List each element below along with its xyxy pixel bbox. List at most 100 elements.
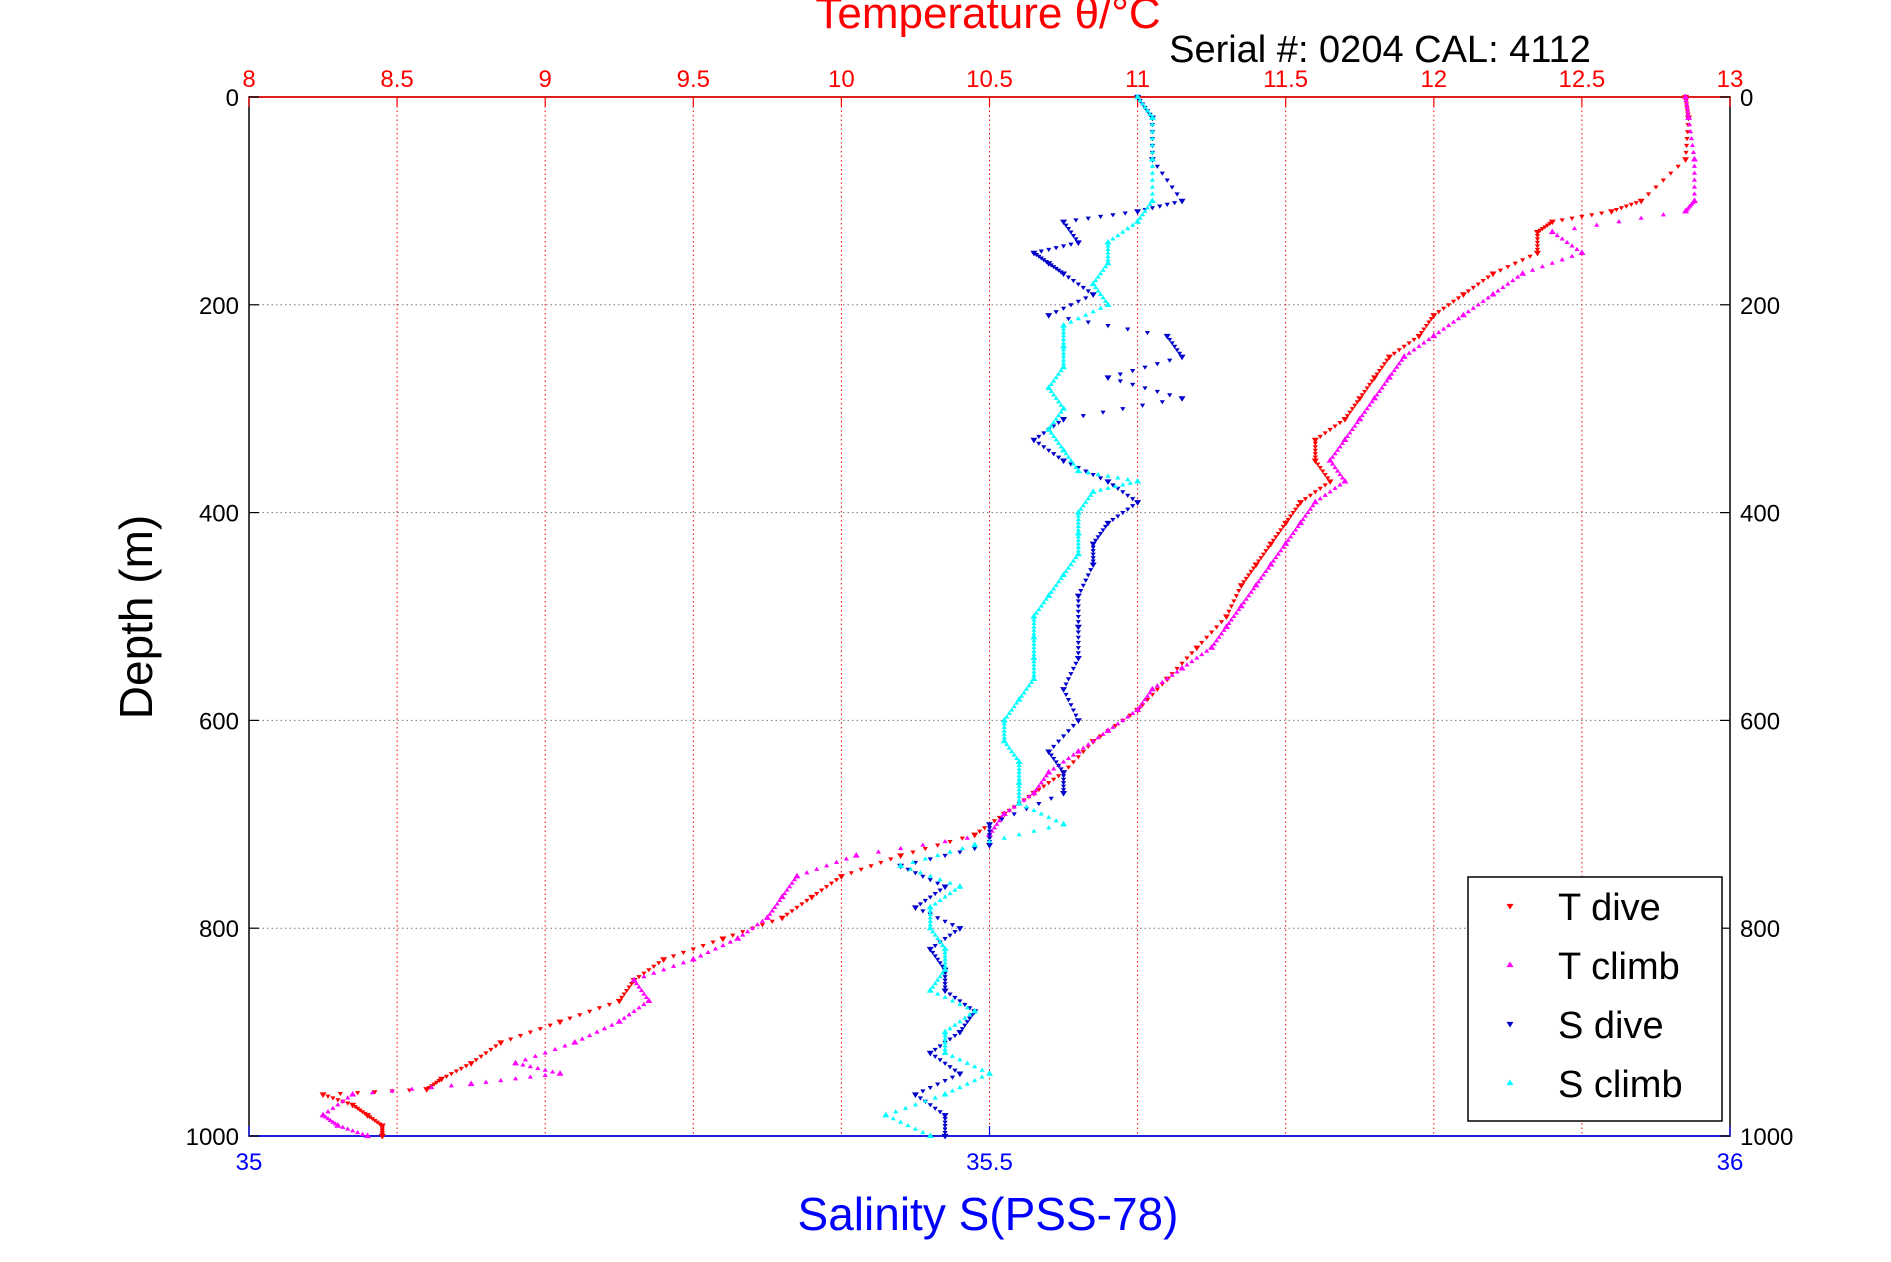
s-dive-trace-point	[1083, 296, 1089, 301]
s-climb-trace-point	[1053, 374, 1059, 380]
t-dive-trace-point	[1683, 143, 1690, 149]
s-dive-trace-point	[1139, 403, 1146, 408]
s-climb-point	[1045, 425, 1053, 432]
s-dive-trace-point	[942, 1117, 948, 1122]
t-dive-trace-point	[1270, 538, 1276, 543]
s-dive-point	[1060, 791, 1068, 797]
t-dive-trace-point	[1344, 414, 1351, 419]
s-climb-trace-point	[932, 1095, 938, 1100]
s-dive-trace-point	[1117, 372, 1123, 377]
s-dive-trace-point	[1075, 599, 1081, 604]
s-dive-trace-point	[1038, 249, 1044, 254]
s-climb-trace-point	[964, 1060, 970, 1065]
s-climb-trace-point	[1031, 645, 1037, 650]
s-climb-trace-point	[890, 1116, 896, 1121]
t-climb-trace-point	[843, 856, 849, 861]
s-climb-trace-point	[1031, 631, 1037, 636]
t-dive-trace-point	[367, 1115, 373, 1120]
t-climb-trace-point	[1310, 503, 1316, 508]
t-climb-trace-point	[791, 877, 798, 882]
s-dive-trace-point	[1033, 253, 1039, 258]
t-climb-trace-point	[1265, 565, 1272, 570]
s-dive-trace-point	[1102, 524, 1109, 530]
s-dive-trace-point	[1130, 504, 1136, 509]
s-climb-point	[1089, 280, 1097, 287]
t-climb-point	[1000, 810, 1008, 817]
s-climb-trace-point	[898, 1119, 904, 1124]
t-dive-trace-point	[1362, 389, 1368, 394]
s-dive-point	[911, 1092, 919, 1098]
t-climb-trace-point	[1616, 219, 1622, 224]
s-dive-trace-point	[1056, 268, 1062, 273]
t-dive-trace-point	[1320, 469, 1326, 474]
t-climb-trace-point	[542, 1072, 548, 1077]
t-climb-point	[1148, 685, 1156, 692]
s-dive-trace-point	[1130, 382, 1136, 388]
t-dive-point	[1415, 333, 1423, 340]
t-climb-point	[363, 1132, 371, 1139]
t-climb-trace-point	[638, 987, 645, 993]
t-dive-trace-point	[1423, 324, 1429, 329]
s-climb-trace-point	[964, 1005, 970, 1010]
t-climb-trace-point	[429, 1084, 435, 1090]
s-climb-trace-point	[1016, 793, 1022, 799]
s-climb-point	[1060, 363, 1068, 370]
s-climb-trace-point	[1137, 215, 1143, 220]
t-dive-trace-point	[1381, 362, 1388, 367]
t-climb-trace-point	[1164, 676, 1170, 681]
s-climb-trace-point	[927, 873, 933, 878]
s-dive-trace-point	[1053, 310, 1059, 315]
s-dive-trace-point	[1085, 216, 1091, 221]
s-climb-trace-point	[957, 1084, 963, 1090]
t-climb-point	[1326, 457, 1334, 463]
s-climb-trace-point	[1083, 312, 1089, 317]
s-dive-trace-point	[937, 888, 943, 893]
t-climb-trace-point	[920, 842, 926, 847]
t-dive-point	[1252, 562, 1260, 569]
t-climb-trace-point	[1280, 544, 1286, 549]
t-dive-trace-point	[369, 1117, 376, 1122]
t-climb-trace-point	[520, 1062, 526, 1067]
t-dive-trace-point	[547, 1023, 553, 1028]
s-dive-trace-point	[1063, 692, 1069, 698]
t-dive-trace-point	[1359, 393, 1365, 398]
s-climb-trace-point	[902, 1105, 909, 1110]
s-dive-trace-point	[952, 995, 958, 1001]
t-dive-trace-point	[1251, 566, 1257, 571]
s-climb-trace-point	[1063, 568, 1069, 574]
t-climb-trace-point	[1169, 672, 1175, 677]
s-climb-point	[1074, 550, 1082, 557]
t-climb-trace-point	[1411, 347, 1417, 352]
t-dive-trace-point	[1470, 285, 1476, 291]
s-climb-trace-point	[1149, 135, 1156, 141]
s-dive-trace-point	[927, 895, 933, 900]
t-climb-trace-point	[1569, 253, 1575, 258]
temperature-tick-label: 11	[1125, 66, 1150, 93]
temperature-tick-label: 10.5	[966, 66, 1013, 93]
t-climb-trace-point	[335, 1102, 341, 1107]
t-climb-trace-point	[1347, 430, 1353, 435]
s-dive-trace-point	[1070, 278, 1077, 284]
s-dive-trace-point	[1073, 237, 1079, 242]
t-climb-trace-point	[1529, 267, 1536, 272]
s-dive-trace-point	[1063, 223, 1069, 228]
t-climb-trace-point	[1300, 516, 1306, 522]
t-dive-trace-point	[1645, 192, 1652, 197]
temperature-tick-label: 9.5	[677, 66, 710, 93]
t-climb-trace-point	[1441, 326, 1447, 331]
s-climb-trace-point	[1149, 184, 1156, 189]
t-dive-trace-point	[463, 1064, 469, 1069]
s-dive-trace-point	[932, 892, 938, 897]
t-climb-trace-point	[1384, 378, 1390, 383]
s-dive-point	[1060, 770, 1068, 776]
t-dive-point	[1385, 354, 1393, 361]
t-dive-trace-point	[436, 1079, 442, 1084]
t-dive-trace-point	[624, 988, 630, 994]
t-dive-trace-point	[1322, 483, 1328, 488]
s-climb-trace-point	[1060, 357, 1067, 362]
s-dive-trace-point	[912, 871, 919, 876]
t-climb-trace-point	[1070, 752, 1077, 757]
t-dive-point	[378, 1133, 386, 1140]
s-dive-point	[1030, 250, 1038, 257]
